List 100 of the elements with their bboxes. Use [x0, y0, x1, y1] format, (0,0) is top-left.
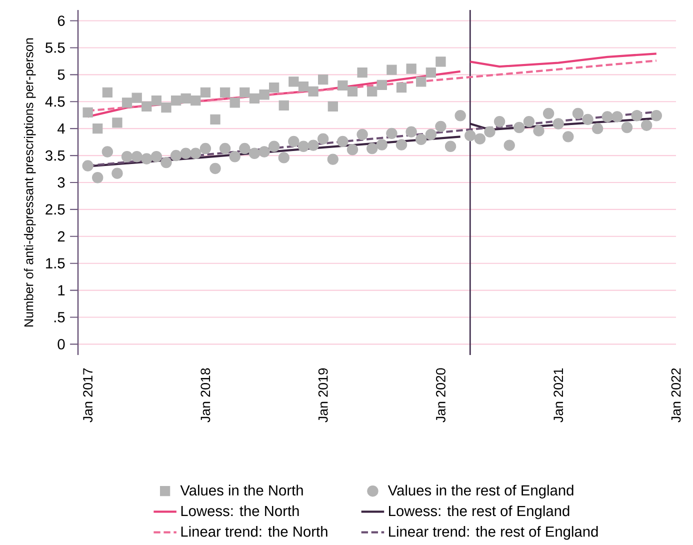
- point: [229, 151, 240, 162]
- point: [150, 151, 162, 162]
- point: [210, 162, 221, 174]
- legend-label: Values in the rest of England: [388, 484, 574, 498]
- point: [259, 90, 270, 100]
- point: [621, 122, 633, 134]
- point: [180, 93, 191, 104]
- point: [386, 64, 397, 75]
- legend-label: Linear trend: the rest of England: [389, 526, 598, 540]
- point: [416, 134, 427, 145]
- point: [562, 131, 574, 142]
- point: [151, 95, 162, 106]
- point: [210, 114, 220, 124]
- x-tick-label: Jan 2017: [83, 368, 93, 422]
- point: [631, 110, 642, 122]
- x-tick-label: Jan 2018: [200, 368, 210, 422]
- point: [131, 151, 142, 162]
- point: [258, 146, 270, 158]
- point: [523, 116, 535, 128]
- point: [220, 87, 230, 98]
- y-tick-label: 5: [58, 70, 65, 80]
- point: [396, 139, 408, 150]
- point: [514, 122, 525, 134]
- point: [249, 93, 260, 104]
- point: [121, 151, 133, 162]
- point: [436, 56, 446, 67]
- point: [454, 110, 466, 122]
- point: [376, 139, 388, 150]
- point: [435, 120, 446, 132]
- y-tick-label: 1: [58, 285, 65, 296]
- legend-label: Lowess: the North: [181, 505, 299, 516]
- point: [278, 152, 290, 164]
- point: [367, 86, 378, 96]
- point: [572, 108, 584, 120]
- line-series: [469, 52, 658, 68]
- point: [82, 107, 93, 118]
- point: [288, 76, 299, 87]
- legend-label: Lowess: the rest of England: [389, 505, 570, 520]
- point: [268, 140, 280, 152]
- point: [406, 64, 416, 74]
- legend-label: Linear trend: the North: [181, 526, 328, 537]
- y-axis-title: Number of anti-depressant prescriptions per-person: [24, 38, 36, 326]
- y-tick-label: 6: [58, 16, 65, 26]
- point: [484, 126, 496, 138]
- point: [180, 148, 192, 159]
- point: [298, 140, 310, 152]
- point: [161, 102, 172, 113]
- legend-label: Values in the North: [180, 484, 303, 496]
- point: [376, 80, 387, 90]
- point: [92, 172, 104, 184]
- point: [112, 118, 122, 128]
- y-tick-label: 1.5: [46, 258, 65, 268]
- point: [366, 142, 378, 154]
- point: [396, 82, 407, 93]
- point: [92, 124, 103, 134]
- point: [640, 120, 652, 131]
- point: [317, 133, 329, 144]
- point: [612, 111, 623, 122]
- point: [602, 111, 613, 122]
- point: [337, 136, 348, 148]
- y-tick-label: 2: [58, 231, 65, 242]
- point: [308, 140, 319, 151]
- point: [464, 130, 476, 142]
- point: [356, 128, 368, 140]
- point: [141, 153, 152, 164]
- point: [239, 142, 250, 154]
- point: [328, 101, 338, 112]
- point: [190, 95, 201, 106]
- point: [406, 126, 417, 138]
- point: [542, 108, 554, 120]
- point: [592, 122, 604, 134]
- point: [494, 116, 506, 128]
- point: [170, 150, 182, 162]
- point: [426, 67, 436, 78]
- y-tick-label: 3: [58, 177, 65, 188]
- point: [308, 86, 318, 96]
- x-tick-label: Jan 2020: [436, 368, 446, 422]
- point: [170, 95, 182, 106]
- point: [416, 76, 426, 87]
- point: [230, 98, 240, 108]
- point: [288, 136, 300, 148]
- y-tick-label: 4: [58, 124, 65, 134]
- point: [298, 81, 309, 92]
- point: [474, 133, 486, 144]
- x-tick-label: Jan 2021: [554, 368, 564, 422]
- point: [504, 140, 515, 151]
- point: [122, 98, 132, 108]
- point: [142, 101, 152, 112]
- point: [318, 74, 328, 85]
- point: [240, 87, 250, 98]
- point: [357, 67, 368, 78]
- point: [248, 148, 260, 159]
- point: [346, 144, 358, 156]
- point: [533, 125, 544, 136]
- point: [112, 168, 123, 179]
- point: [200, 142, 212, 154]
- point: [200, 87, 211, 98]
- x-tick-label: Jan 2022: [671, 368, 681, 422]
- point: [219, 142, 231, 154]
- point: [552, 118, 564, 130]
